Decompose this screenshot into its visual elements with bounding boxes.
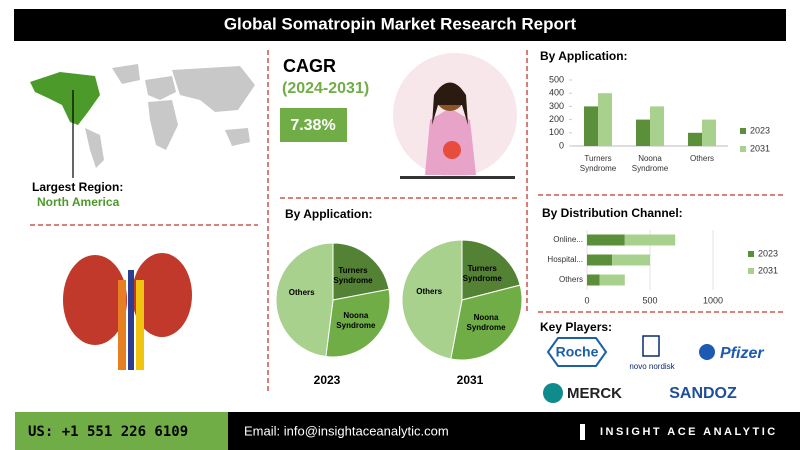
pfizer-icon bbox=[699, 344, 715, 360]
phone[interactable]: US: +1 551 226 6109 bbox=[28, 424, 188, 440]
bar bbox=[584, 106, 598, 146]
phone-box bbox=[15, 412, 228, 450]
pie-slice bbox=[401, 239, 463, 360]
footer-bar bbox=[228, 412, 800, 450]
pie-slice bbox=[461, 239, 521, 301]
logo: Roche bbox=[556, 344, 599, 360]
bar bbox=[599, 274, 625, 286]
title: Global Somatropin Market Research Report bbox=[224, 14, 577, 33]
pie-label: Noona Syndrome bbox=[336, 311, 376, 331]
x-tick-label: 0 bbox=[584, 295, 589, 305]
bar bbox=[612, 254, 650, 266]
bar bbox=[688, 132, 702, 146]
roche-frame bbox=[546, 337, 608, 367]
y-tick-label: 100 bbox=[549, 127, 564, 137]
legend-label: 2031 bbox=[750, 143, 770, 153]
y-tick-label: 500 bbox=[549, 74, 564, 84]
logo: SANDOZ bbox=[669, 385, 737, 402]
pie-year: 2031 bbox=[457, 373, 484, 387]
cagr-value: 7.38% bbox=[290, 117, 335, 134]
world-map bbox=[30, 64, 255, 168]
logo: Pfizer bbox=[720, 345, 764, 362]
pie-label: Noona Syndrome bbox=[466, 312, 506, 332]
person-illustration bbox=[393, 53, 517, 179]
y-tick-label: 0 bbox=[559, 140, 564, 150]
pie-year: 2023 bbox=[314, 373, 341, 387]
pie-label: Others bbox=[288, 288, 315, 298]
logo: MERCK bbox=[567, 385, 622, 402]
legend-swatch bbox=[748, 251, 754, 257]
region-label: Largest Region: bbox=[32, 180, 123, 194]
legend-label: 2023 bbox=[750, 125, 770, 135]
cagr-period: (2024-2031) bbox=[282, 80, 369, 97]
y-tick-label: Online... bbox=[553, 235, 583, 244]
x-tick-label: 1000 bbox=[703, 295, 723, 305]
pies-title: By Application: bbox=[285, 207, 373, 221]
kidney-illustration bbox=[63, 253, 192, 370]
distribution-title: By Distribution Channel: bbox=[542, 206, 683, 220]
bar bbox=[598, 93, 612, 146]
legend-swatch bbox=[748, 268, 754, 274]
bar bbox=[624, 234, 676, 246]
pie-slice bbox=[450, 284, 523, 361]
merck-icon bbox=[543, 383, 563, 403]
y-tick-label: 200 bbox=[549, 114, 564, 124]
cagr-title: CAGR bbox=[283, 56, 336, 76]
x-tick-label: Others bbox=[689, 154, 714, 163]
bar bbox=[587, 254, 613, 266]
legend-label: 2031 bbox=[758, 265, 778, 275]
pie-label: Others bbox=[416, 286, 443, 296]
pie-slice bbox=[275, 242, 334, 358]
x-tick-label: Noona Syndrome bbox=[631, 154, 669, 173]
key-players-title: Key Players: bbox=[540, 320, 612, 334]
bar bbox=[702, 119, 716, 146]
legend-swatch bbox=[740, 128, 746, 134]
pie-label: Turners Syndrome bbox=[462, 263, 502, 283]
application-title: By Application: bbox=[540, 49, 628, 63]
email[interactable]: Email: info@insightaceanalytic.com bbox=[244, 423, 449, 438]
x-tick-label: 500 bbox=[642, 295, 657, 305]
region-value: North America bbox=[37, 195, 120, 209]
x-tick-label: Turners Syndrome bbox=[579, 154, 617, 173]
y-tick-label: 400 bbox=[549, 88, 564, 98]
y-tick-label: Others bbox=[559, 275, 583, 284]
dividers bbox=[30, 50, 785, 392]
bar bbox=[650, 106, 664, 146]
bar bbox=[587, 234, 625, 246]
pie-slice bbox=[325, 288, 391, 358]
bar bbox=[587, 274, 600, 286]
y-tick-label: 300 bbox=[549, 101, 564, 111]
pie-slice bbox=[332, 242, 390, 301]
header-bar bbox=[14, 9, 786, 41]
logo: novo nordisk bbox=[629, 362, 675, 371]
brand-icon bbox=[580, 424, 585, 440]
legend-label: 2023 bbox=[758, 248, 778, 258]
novo-icon bbox=[642, 335, 660, 357]
bar bbox=[636, 119, 650, 146]
legend-swatch bbox=[740, 146, 746, 152]
cagr-box bbox=[280, 108, 347, 142]
brand: INSIGHT ACE ANALYTIC bbox=[600, 426, 778, 438]
y-tick-label: Hospital... bbox=[547, 255, 583, 264]
pie-label: Turners Syndrome bbox=[333, 265, 373, 285]
